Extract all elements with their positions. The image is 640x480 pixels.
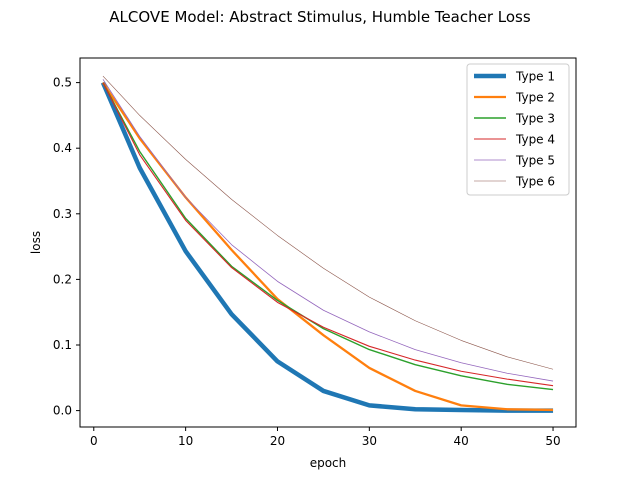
x-axis-label: epoch — [310, 456, 347, 470]
x-axis-ticks: 0 10 20 30 40 50 — [90, 427, 561, 448]
legend-entries: Type 1 Type 2 Type 3 Type 4 Type 5 Type 6 — [474, 70, 555, 189]
y-tick-label: 0.0 — [53, 404, 72, 418]
series-line-type-4 — [102, 82, 554, 387]
legend-label-type-4: Type 4 — [515, 133, 555, 147]
x-tick-label: 0 — [90, 434, 98, 448]
y-tick-label: 0.1 — [53, 338, 72, 352]
legend-label-type-6: Type 6 — [515, 175, 555, 189]
legend-label-type-2: Type 2 — [515, 91, 555, 105]
y-axis-ticks: 0.0 0.1 0.2 0.3 0.4 0.5 — [53, 76, 80, 418]
y-tick-label: 0.2 — [53, 272, 72, 286]
series-line-type-5 — [102, 79, 554, 382]
legend-label-type-1: Type 1 — [515, 70, 555, 84]
x-tick-label: 40 — [454, 434, 469, 448]
series-line-type-3 — [102, 82, 554, 391]
x-tick-label: 20 — [270, 434, 285, 448]
x-tick-label: 10 — [178, 434, 193, 448]
legend-label-type-5: Type 5 — [515, 154, 555, 168]
series-line-type-1 — [100, 81, 554, 413]
y-tick-label: 0.3 — [53, 207, 72, 221]
series-line-type-6 — [102, 75, 554, 370]
legend-label-type-3: Type 3 — [515, 112, 555, 126]
y-tick-label: 0.4 — [53, 141, 72, 155]
series-lines — [100, 75, 554, 413]
legend: Type 1 Type 2 Type 3 Type 4 Type 5 Type 6 — [466, 63, 570, 196]
chart-title: ALCOVE Model: Abstract Stimulus, Humble … — [109, 8, 531, 26]
axes-frame — [79, 57, 577, 428]
y-tick-label: 0.5 — [53, 76, 72, 90]
x-tick-label: 30 — [362, 434, 377, 448]
y-axis-label: loss — [29, 231, 43, 254]
x-tick-label: 50 — [545, 434, 560, 448]
